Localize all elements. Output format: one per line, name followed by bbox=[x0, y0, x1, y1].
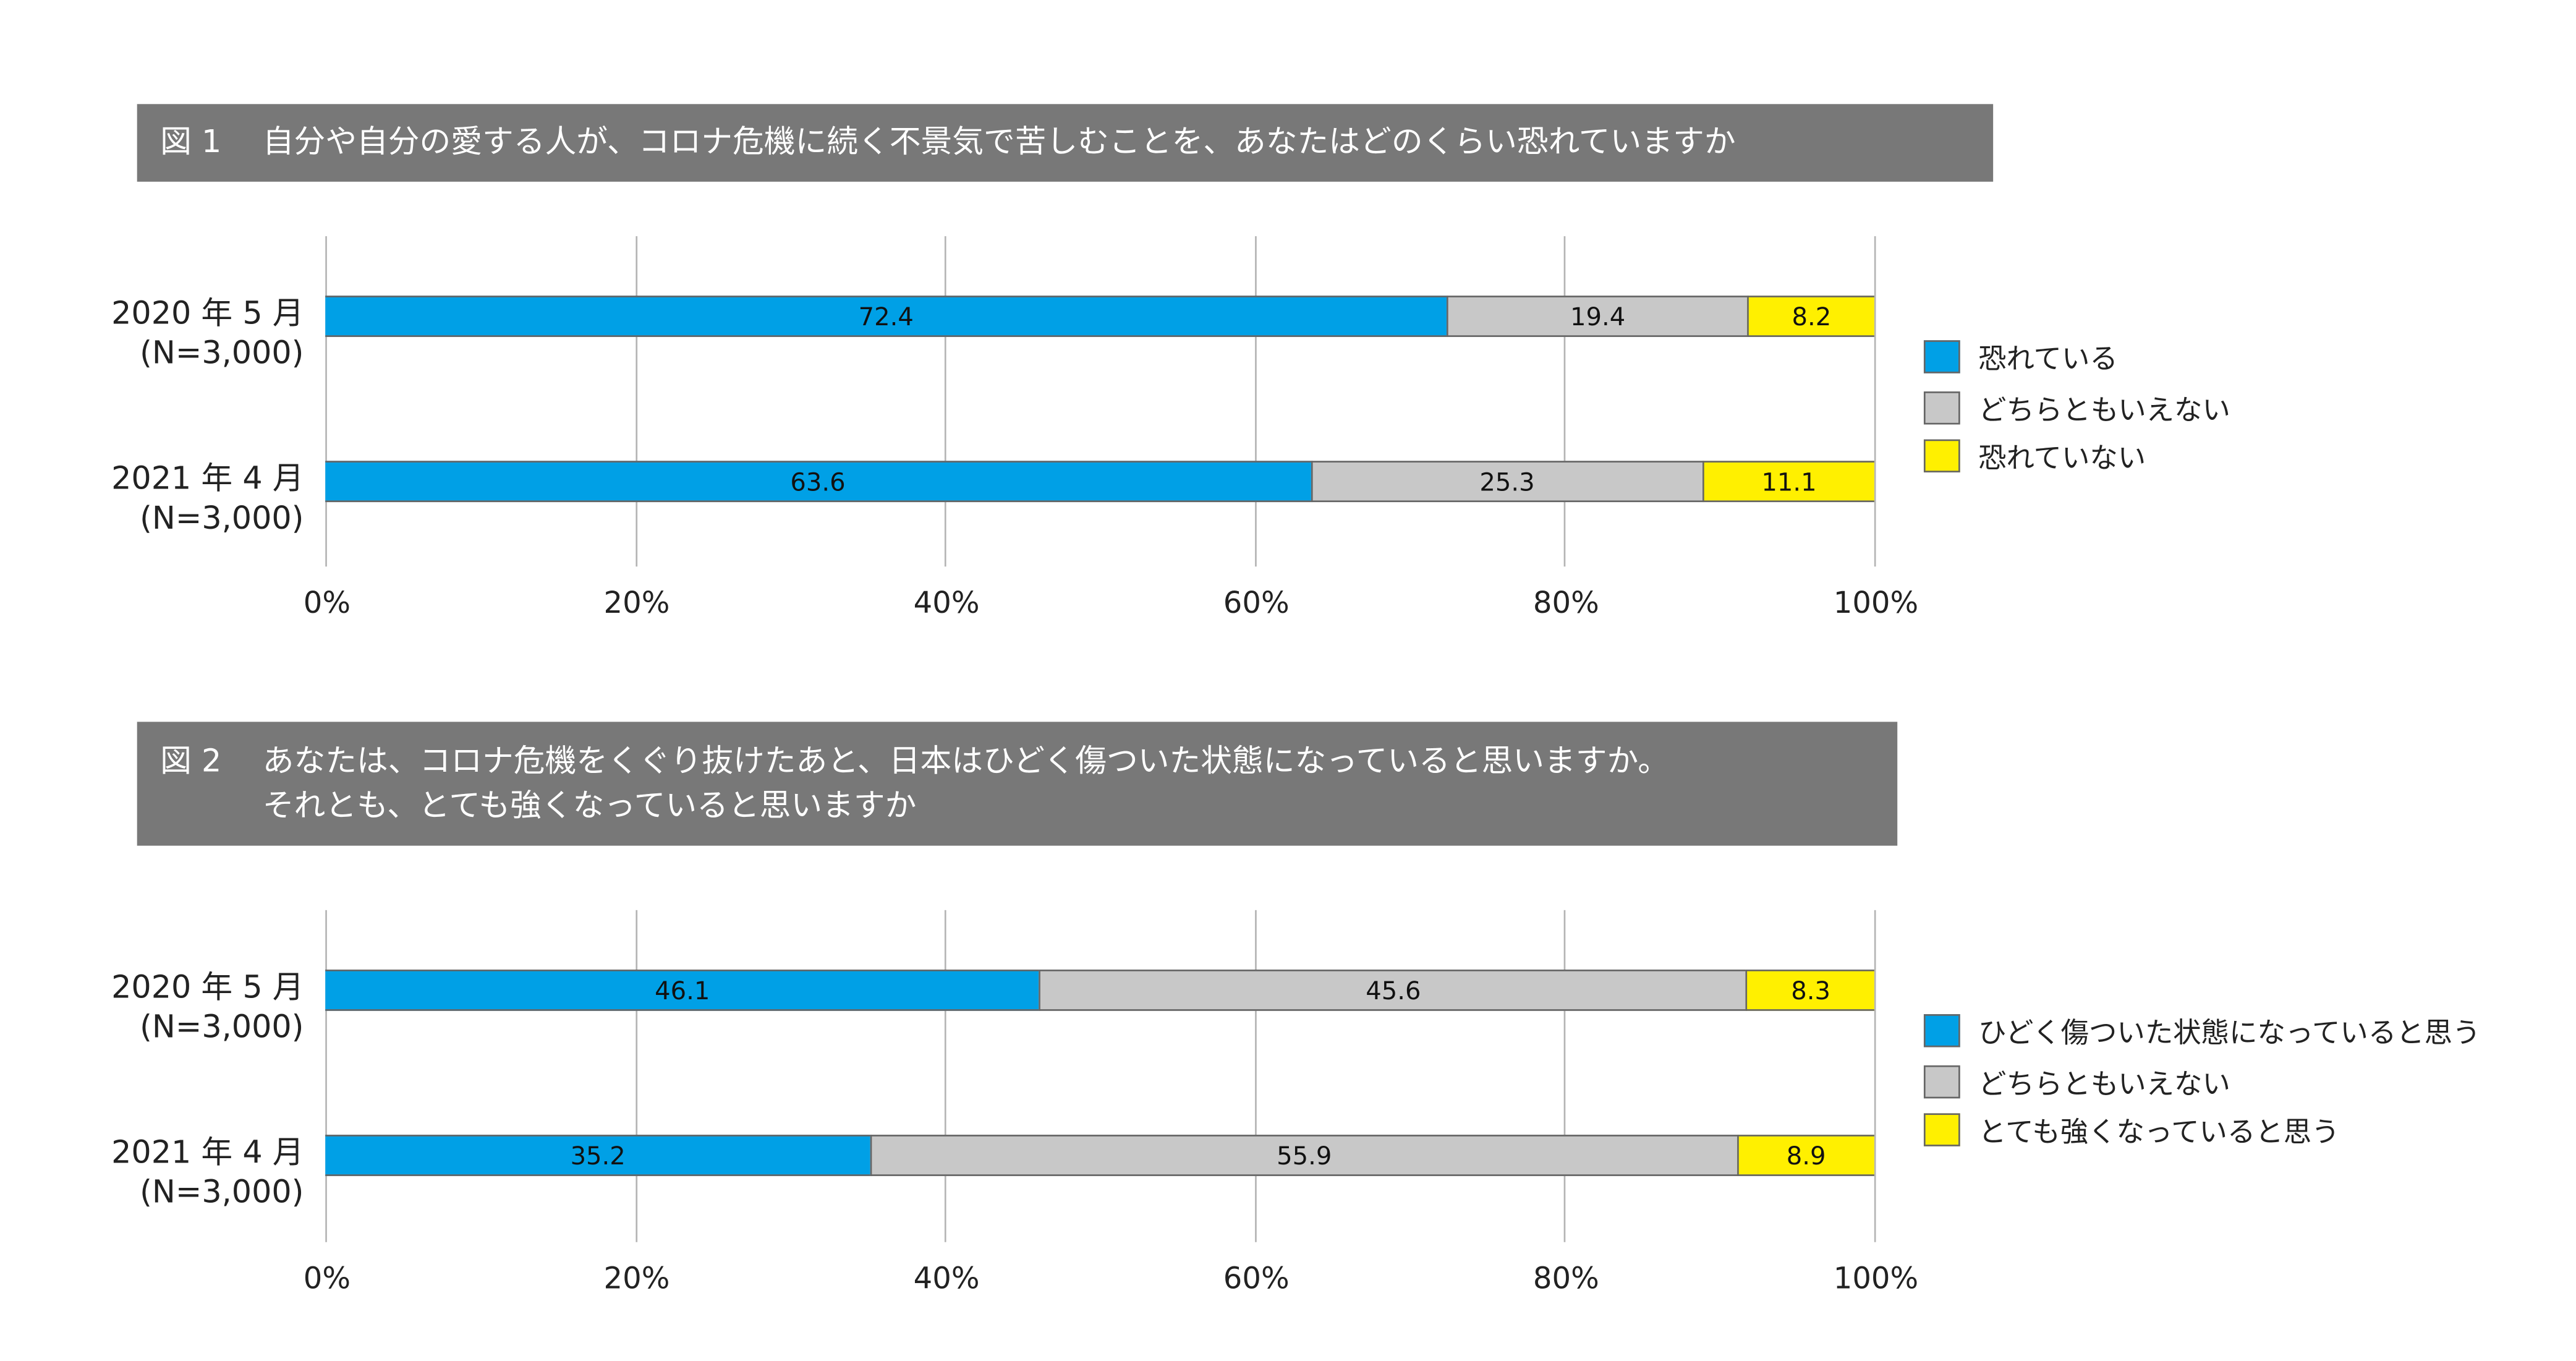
legend-item: ひどく傷ついた状態になっていると思う bbox=[1923, 1009, 2481, 1051]
chart-title-line: 図 1 自分や自分の愛する人が、コロナ危機に続く不景気で苦しむことを、あなたはどの… bbox=[160, 121, 1970, 165]
x-tick-label: 100% bbox=[1833, 1261, 1919, 1297]
data-label: 8.9 bbox=[1786, 1140, 1826, 1171]
legend-label: どちらともいえない bbox=[1978, 1069, 2230, 1102]
bar-segment: 45.6 bbox=[1039, 969, 1746, 1011]
legend-label: 恐れていない bbox=[1978, 442, 2146, 476]
x-tick-label: 100% bbox=[1833, 586, 1919, 621]
bar-segment: 25.3 bbox=[1310, 461, 1702, 503]
data-label: 8.3 bbox=[1791, 975, 1830, 1005]
legend-item: とても強くなっていると思う bbox=[1923, 1108, 2340, 1150]
data-label: 11.1 bbox=[1761, 466, 1817, 497]
bar-segment: 72.4 bbox=[325, 296, 1447, 337]
bar-segment: 8.3 bbox=[1745, 969, 1874, 1011]
x-tick-label: 60% bbox=[1223, 1261, 1290, 1297]
row-label-n: (N=3,000) bbox=[140, 1174, 304, 1211]
gridline bbox=[635, 910, 637, 1242]
gridline bbox=[1564, 236, 1566, 567]
x-tick-label: 40% bbox=[913, 586, 980, 621]
row-label-period: 2020 年 5 月 bbox=[111, 296, 304, 332]
row-label: 2020 年 5 月 (N=3,000) bbox=[111, 968, 304, 1047]
x-tick-label: 20% bbox=[603, 586, 670, 621]
data-label: 72.4 bbox=[858, 301, 914, 331]
x-tick-label: 40% bbox=[913, 1261, 980, 1297]
row-label: 2020 年 5 月 (N=3,000) bbox=[111, 294, 304, 373]
legend-item: どちらともいえない bbox=[1923, 386, 2230, 428]
chart-title-box: 図 2 あなたは、コロナ危機をくぐり抜けたあと、日本はひどく傷ついた状態になってい… bbox=[137, 722, 1898, 846]
bar-segment: 46.1 bbox=[325, 969, 1040, 1011]
chart-title-box: 図 1 自分や自分の愛する人が、コロナ危機に続く不景気で苦しむことを、あなたはどの… bbox=[137, 104, 1994, 182]
x-tick-label: 0% bbox=[303, 1261, 351, 1297]
bar-segment: 11.1 bbox=[1702, 461, 1874, 503]
data-label: 8.2 bbox=[1792, 301, 1832, 331]
gridline bbox=[1254, 910, 1257, 1242]
chart-title: あなたは、コロナ危機をくぐり抜けたあと、日本はひどく傷ついた状態になっていると思… bbox=[262, 743, 1669, 780]
legend-item: 恐れている bbox=[1923, 335, 2118, 377]
x-tick-label: 20% bbox=[603, 1261, 670, 1297]
legend-swatch bbox=[1923, 1112, 1960, 1146]
gridline bbox=[945, 910, 947, 1242]
legend-label: とても強くなっていると思う bbox=[1978, 1116, 2340, 1150]
legend-label: 恐れている bbox=[1978, 343, 2118, 377]
row-label-period: 2021 年 4 月 bbox=[111, 1135, 304, 1171]
gridline bbox=[945, 236, 947, 567]
chart-title: 自分や自分の愛する人が、コロナ危機に続く不景気で苦しむことを、あなたはどのくらい… bbox=[262, 124, 1736, 161]
bar-segment: 19.4 bbox=[1447, 296, 1748, 337]
data-label: 45.6 bbox=[1366, 975, 1421, 1005]
legend-label: ひどく傷ついた状態になっていると思う bbox=[1978, 1017, 2481, 1051]
gridline bbox=[1564, 910, 1566, 1242]
x-tick-label: 60% bbox=[1223, 586, 1290, 621]
legend-swatch bbox=[1923, 390, 1960, 424]
gridline bbox=[635, 236, 637, 567]
gridline bbox=[1874, 910, 1876, 1242]
bar-segment: 63.6 bbox=[325, 461, 1311, 503]
data-label: 55.9 bbox=[1277, 1140, 1332, 1171]
legend-swatch bbox=[1923, 438, 1960, 472]
gridline bbox=[1874, 236, 1876, 567]
x-tick-label: 0% bbox=[303, 586, 351, 621]
bar-segment: 8.9 bbox=[1736, 1135, 1874, 1176]
legend-item: 恐れていない bbox=[1923, 435, 2146, 476]
chart-title-line: 図 2 あなたは、コロナ危機をくぐり抜けたあと、日本はひどく傷ついた状態になってい… bbox=[160, 740, 1874, 785]
chart-title-line2: それとも、とても強くなっていると思いますか bbox=[262, 788, 917, 824]
chart-number: 図 1 bbox=[160, 124, 222, 161]
x-tick-label: 80% bbox=[1532, 586, 1599, 621]
legend-item: どちらともいえない bbox=[1923, 1060, 2230, 1102]
legend-swatch bbox=[1923, 1013, 1960, 1047]
data-label: 25.3 bbox=[1479, 466, 1535, 497]
gridline bbox=[325, 236, 327, 567]
chart-number: 図 2 bbox=[160, 743, 222, 780]
data-label: 35.2 bbox=[570, 1140, 626, 1171]
bar-segment: 55.9 bbox=[870, 1135, 1736, 1176]
legend-swatch bbox=[1923, 1064, 1960, 1098]
data-label: 63.6 bbox=[790, 466, 846, 497]
row-label: 2021 年 4 月 (N=3,000) bbox=[111, 1133, 304, 1212]
row-label-period: 2021 年 4 月 bbox=[111, 461, 304, 498]
row-label-n: (N=3,000) bbox=[140, 1009, 304, 1046]
row-label: 2021 年 4 月 (N=3,000) bbox=[111, 459, 304, 539]
row-label-period: 2020 年 5 月 bbox=[111, 969, 304, 1006]
legend-label: どちらともいえない bbox=[1978, 395, 2230, 428]
x-tick-label: 80% bbox=[1532, 1261, 1599, 1297]
data-label: 19.4 bbox=[1570, 301, 1626, 331]
data-label: 46.1 bbox=[655, 975, 710, 1005]
gridline bbox=[1254, 236, 1257, 567]
row-label-n: (N=3,000) bbox=[140, 335, 304, 372]
row-label-n: (N=3,000) bbox=[140, 500, 304, 537]
legend-swatch bbox=[1923, 339, 1960, 373]
gridline bbox=[325, 910, 327, 1242]
bar-segment: 8.2 bbox=[1747, 296, 1874, 337]
bar-segment: 35.2 bbox=[325, 1135, 871, 1176]
